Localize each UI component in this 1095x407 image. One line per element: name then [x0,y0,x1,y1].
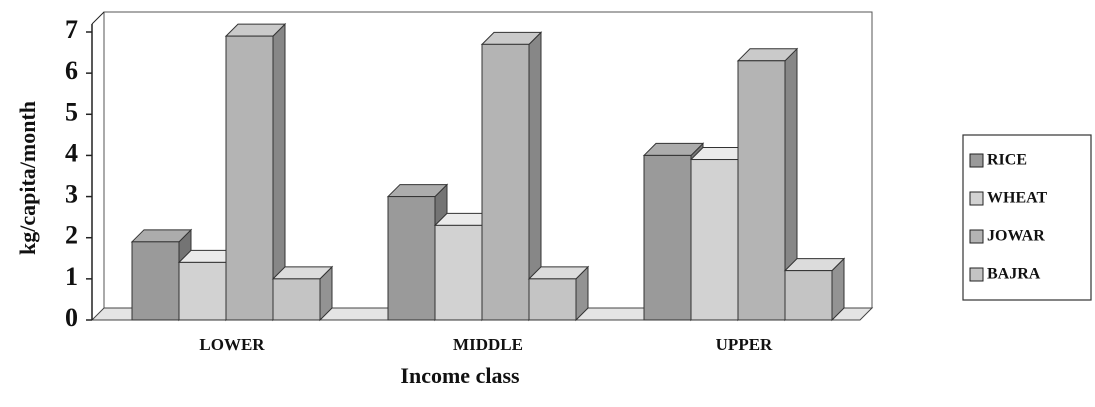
bar [387,196,436,321]
bar [481,43,530,321]
bar [131,241,180,321]
bar [434,224,483,321]
bar [737,60,786,321]
bar [643,154,692,321]
legend-swatch [969,191,984,206]
y-tick-label: 2 [65,221,78,250]
legend-label: RICE [987,152,1027,169]
x-tick-label: UPPER [716,335,773,354]
y-tick-label: 7 [65,15,78,44]
plot-area [86,11,874,322]
bar [784,270,833,321]
bar [528,278,577,321]
bar [178,261,227,321]
bar [272,278,321,321]
y-tick-label: 6 [65,56,78,85]
legend-label: BAJRA [987,266,1041,283]
bar [225,35,274,321]
x-axis-label: Income class [400,363,520,388]
y-axis-back [91,11,105,25]
legend-label: WHEAT [987,190,1047,207]
legend-swatch [969,153,984,168]
legend-box [962,134,1092,301]
y-axis-label: kg/capita/month [15,101,40,255]
x-tick-label: LOWER [199,335,265,354]
x-tick-label: MIDDLE [453,335,523,354]
bar [690,159,739,321]
legend-label: JOWAR [987,228,1045,245]
y-tick-label: 3 [65,180,78,209]
legend-swatch [969,229,984,244]
legend-swatch [969,267,984,282]
y-tick-label: 5 [65,97,78,126]
y-tick-label: 4 [65,138,78,167]
y-tick-label: 0 [65,303,78,332]
y-tick-label: 1 [65,262,78,291]
